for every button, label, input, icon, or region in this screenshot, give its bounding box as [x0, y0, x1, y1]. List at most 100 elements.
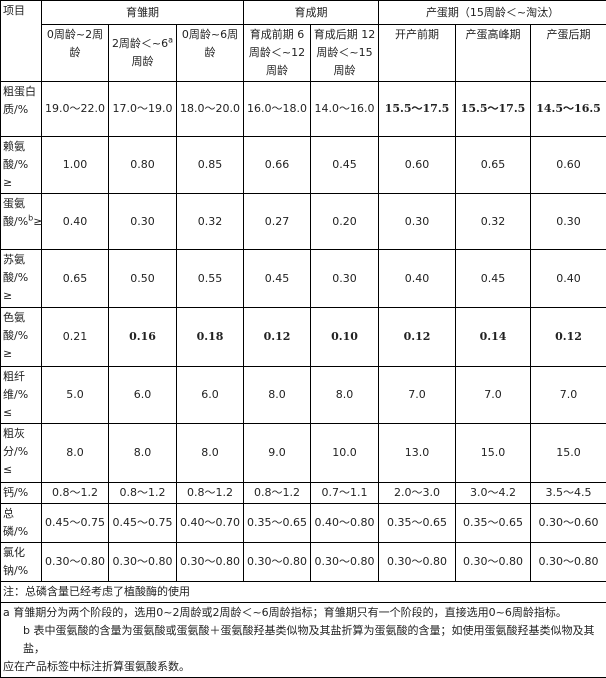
sub-0-2w: 0周龄~2周龄 [42, 25, 109, 82]
value-cell: 0.30～0.80 [531, 543, 606, 582]
value-cell: 5.0 [42, 367, 109, 424]
value-cell: 0.10 [311, 308, 379, 367]
row-label: 苏氨酸/% ≥ [1, 250, 42, 308]
value-cell: 0.30 [311, 250, 379, 308]
value-cell: 0.8～1.2 [244, 483, 311, 504]
sub-late-lay: 产蛋后期 [531, 25, 606, 82]
sub-pre-lay: 开产前期 [379, 25, 456, 82]
value-cell: 0.30～0.60 [531, 504, 606, 543]
value-cell: 14.5～16.5 [531, 82, 606, 137]
value-cell: 15.0 [531, 424, 606, 483]
value-cell: 0.40 [42, 194, 109, 250]
value-cell: 0.65 [456, 137, 531, 194]
value-cell: 8.0 [311, 367, 379, 424]
value-cell: 0.30～0.80 [379, 543, 456, 582]
value-cell: 0.7～1.1 [311, 483, 379, 504]
note-phosphorus: 注：总磷含量已经考虑了植酸酶的使用 [1, 582, 606, 603]
value-cell: 0.12 [244, 308, 311, 367]
value-cell: 0.20 [311, 194, 379, 250]
value-cell: 0.85 [177, 137, 244, 194]
footnote-b: b 表中蛋氨酸的含量为蛋氨酸或蛋氨酸＋蛋氨酸羟基类似物及其盐折算为蛋氨酸的含量；… [3, 622, 604, 658]
row-label: 氯化钠/% [1, 543, 42, 582]
value-cell: 0.30～0.80 [177, 543, 244, 582]
value-cell: 0.35～0.65 [379, 504, 456, 543]
value-cell: 0.60 [379, 137, 456, 194]
sub-grow-late: 育成后期 12周龄＜~15周龄 [311, 25, 379, 82]
value-cell: 15.0 [456, 424, 531, 483]
value-cell: 0.65 [42, 250, 109, 308]
sub-peak-lay: 产蛋高峰期 [456, 25, 531, 82]
row-label: 钙/% [1, 483, 42, 504]
value-cell: 0.40～0.80 [311, 504, 379, 543]
value-cell: 0.14 [456, 308, 531, 367]
footnotes: a 育雏期分为两个阶段的，选用0~2周龄或2周龄＜~6周龄指标；育雏期只有一个阶… [1, 603, 606, 678]
value-cell: 0.32 [456, 194, 531, 250]
value-cell: 19.0～22.0 [42, 82, 109, 137]
value-cell: 7.0 [379, 367, 456, 424]
value-cell: 0.8～1.2 [42, 483, 109, 504]
value-cell: 16.0～18.0 [244, 82, 311, 137]
value-cell: 0.40 [379, 250, 456, 308]
value-cell: 3.0～4.2 [456, 483, 531, 504]
value-cell: 0.30 [531, 194, 606, 250]
value-cell: 0.55 [177, 250, 244, 308]
value-cell: 18.0～20.0 [177, 82, 244, 137]
value-cell: 14.0～16.0 [311, 82, 379, 137]
value-cell: 0.30～0.80 [311, 543, 379, 582]
row-label: 蛋氨酸/%b≥ [1, 194, 42, 250]
footnote-b-cont: 应在产品标签中标注折算蛋氨酸系数。 [3, 658, 604, 676]
value-cell: 0.12 [531, 308, 606, 367]
row-label: 粗蛋白质/% [1, 82, 42, 137]
value-cell: 0.8～1.2 [177, 483, 244, 504]
value-cell: 0.66 [244, 137, 311, 194]
value-cell: 2.0～3.0 [379, 483, 456, 504]
value-cell: 8.0 [42, 424, 109, 483]
value-cell: 0.80 [109, 137, 177, 194]
value-cell: 0.35～0.65 [244, 504, 311, 543]
value-cell: 0.30～0.80 [244, 543, 311, 582]
value-cell: 15.5～17.5 [456, 82, 531, 137]
header-brooding: 育雏期 [42, 1, 244, 25]
footnote-a: a 育雏期分为两个阶段的，选用0~2周龄或2周龄＜~6周龄指标；育雏期只有一个阶… [3, 604, 604, 622]
value-cell: 0.50 [109, 250, 177, 308]
value-cell: 0.8～1.2 [109, 483, 177, 504]
header-laying: 产蛋期（15周龄＜~淘汰） [379, 1, 606, 25]
value-cell: 0.30～0.80 [109, 543, 177, 582]
value-cell: 0.40～0.70 [177, 504, 244, 543]
value-cell: 15.5～17.5 [379, 82, 456, 137]
value-cell: 0.30 [109, 194, 177, 250]
value-cell: 10.0 [311, 424, 379, 483]
value-cell: 8.0 [177, 424, 244, 483]
value-cell: 7.0 [531, 367, 606, 424]
row-label: 粗灰分/% ≤ [1, 424, 42, 483]
row-label: 总磷/% [1, 504, 42, 543]
header-item: 项目 [1, 1, 42, 82]
sub-grow-early: 育成前期 6周龄＜~12周龄 [244, 25, 311, 82]
value-cell: 7.0 [456, 367, 531, 424]
value-cell: 8.0 [109, 424, 177, 483]
value-cell: 6.0 [177, 367, 244, 424]
value-cell: 3.5～4.5 [531, 483, 606, 504]
value-cell: 0.60 [531, 137, 606, 194]
value-cell: 6.0 [109, 367, 177, 424]
value-cell: 0.45 [456, 250, 531, 308]
value-cell: 0.12 [379, 308, 456, 367]
value-cell: 0.32 [177, 194, 244, 250]
value-cell: 0.45～0.75 [42, 504, 109, 543]
row-label: 粗纤维/% ≤ [1, 367, 42, 424]
value-cell: 0.30～0.80 [42, 543, 109, 582]
value-cell: 0.40 [531, 250, 606, 308]
header-growing: 育成期 [244, 1, 379, 25]
value-cell: 0.45 [244, 250, 311, 308]
